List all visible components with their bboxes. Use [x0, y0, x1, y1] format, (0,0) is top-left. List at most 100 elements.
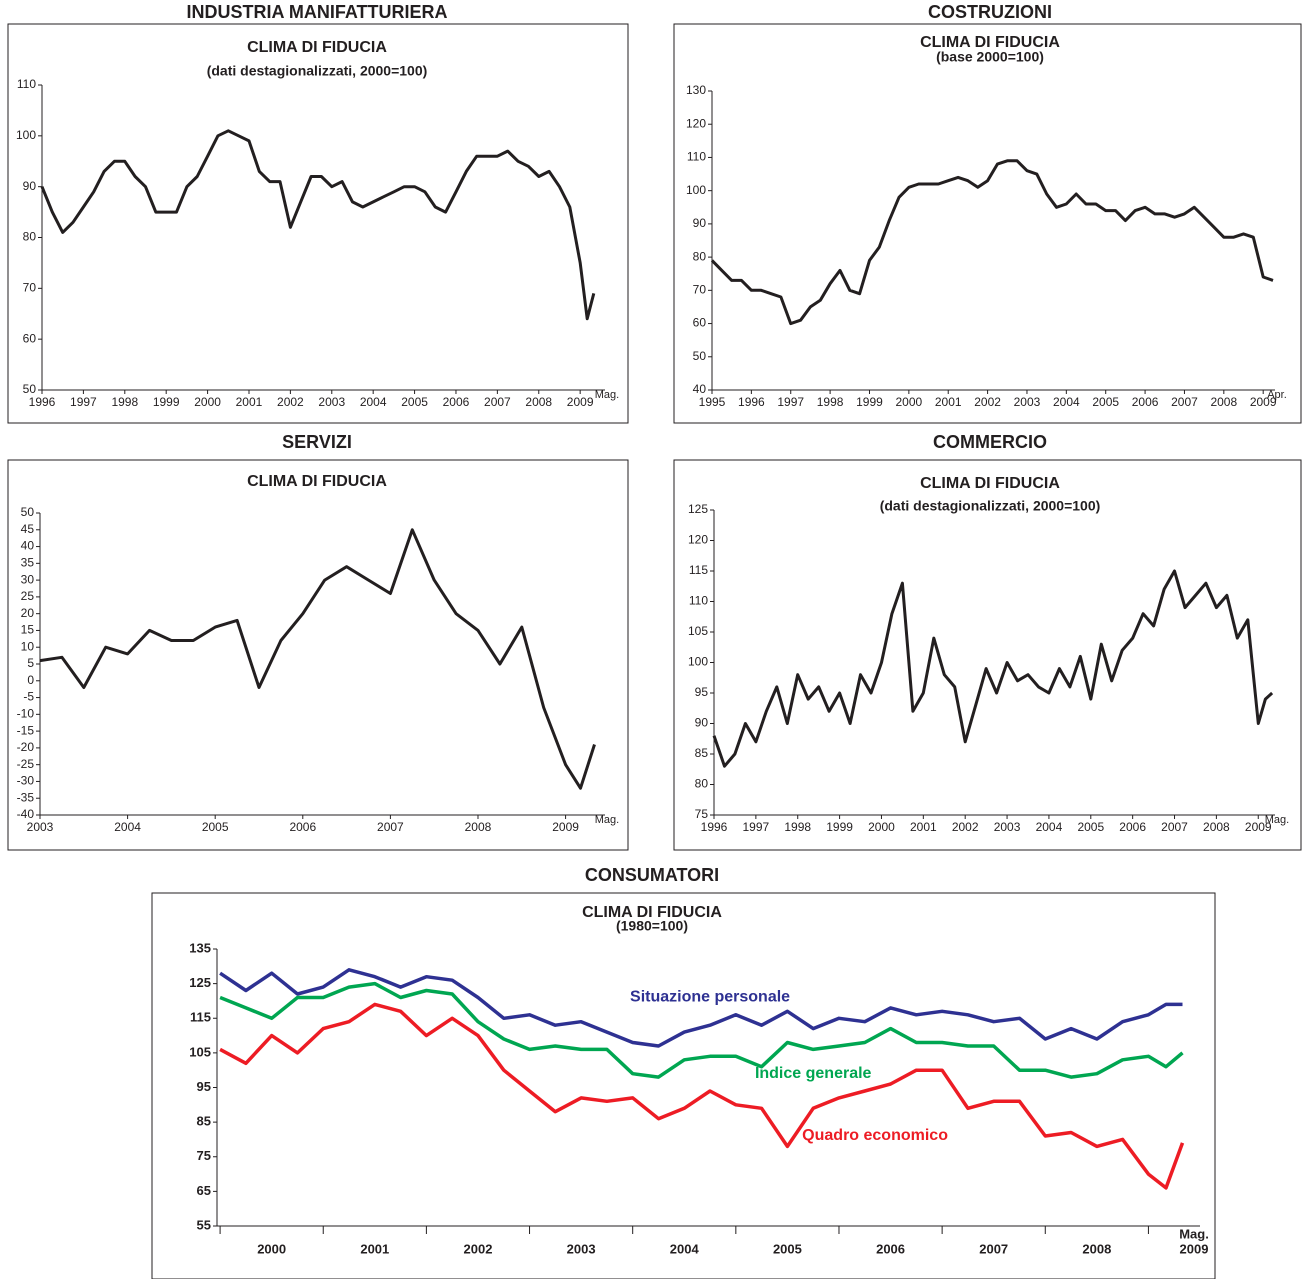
- y-tick-label: 80: [695, 777, 709, 791]
- x-tick-label: 2002: [974, 395, 1001, 409]
- y-tick-label: 90: [23, 179, 37, 193]
- y-tick-label: 0: [27, 673, 34, 687]
- x-tick-label: 1998: [817, 395, 844, 409]
- y-tick-label: 130: [686, 83, 706, 97]
- y-tick-label: 50: [21, 505, 35, 519]
- series-line: [39, 528, 596, 790]
- x-tick-label: 2007: [1171, 395, 1198, 409]
- y-tick-label: -30: [17, 774, 35, 788]
- chart-frame: [151, 892, 1216, 1279]
- x-tick-label: 2009: [567, 395, 594, 409]
- y-tick-label: -20: [17, 740, 35, 754]
- chart-frame: [673, 459, 1302, 851]
- y-tick-label: 85: [695, 746, 709, 760]
- y-tick-label: 60: [23, 331, 37, 345]
- x-tick-label: 2006: [289, 820, 316, 834]
- y-tick-label: 125: [688, 502, 708, 516]
- y-tick-label: 105: [688, 624, 708, 638]
- x-tick-label: 2001: [935, 395, 962, 409]
- x-tick-label: 2009: [1245, 820, 1272, 834]
- x-tick-label: 2007: [979, 1241, 1008, 1256]
- x-tick-label: 2001: [910, 820, 937, 834]
- y-tick-label: 110: [17, 77, 36, 91]
- y-tick-label: -35: [17, 790, 35, 804]
- y-tick-label: 105: [189, 1044, 211, 1059]
- chart-frame: [7, 23, 629, 424]
- x-tick-label: 2000: [896, 395, 923, 409]
- x-tick-label: 2003: [567, 1241, 596, 1256]
- x-tick-label: 2007: [484, 395, 511, 409]
- x-tick-label: 2009: [1250, 395, 1277, 409]
- chart-heading: COMMERCIO: [933, 432, 1047, 452]
- y-tick-label: 70: [693, 283, 707, 297]
- x-tick-label: 2008: [525, 395, 552, 409]
- y-tick-label: -15: [17, 723, 35, 737]
- x-tick-label: 2004: [670, 1241, 700, 1256]
- y-tick-label: 120: [688, 533, 708, 547]
- x-tick-label: 1998: [784, 820, 811, 834]
- x-tick-label: 2009: [1180, 1241, 1209, 1256]
- x-tick-label: 1999: [856, 395, 883, 409]
- series-line: [219, 981, 1184, 1079]
- chart-heading: CONSUMATORI: [585, 865, 719, 885]
- y-tick-label: 45: [21, 522, 35, 536]
- chart-title: CLIMA DI FIDUCIA: [920, 34, 1060, 51]
- chart-title: CLIMA DI FIDUCIA: [247, 39, 387, 56]
- x-tick-label: 2008: [1203, 820, 1230, 834]
- y-tick-label: 40: [21, 539, 35, 553]
- chart-title: CLIMA DI FIDUCIA: [247, 473, 387, 490]
- y-tick-label: 50: [23, 382, 37, 396]
- y-tick-label: 95: [197, 1079, 211, 1094]
- y-tick-label: 115: [689, 563, 708, 577]
- y-tick-label: 55: [197, 1217, 211, 1232]
- series-label: Indice generale: [755, 1065, 872, 1082]
- x-tick-label: 2004: [1053, 395, 1080, 409]
- y-tick-label: 125: [189, 975, 211, 990]
- chart-frame: [7, 459, 629, 851]
- y-tick-label: 90: [695, 716, 709, 730]
- y-tick-label: 100: [686, 183, 706, 197]
- y-tick-label: 75: [695, 807, 709, 821]
- y-tick-label: 50: [693, 349, 707, 363]
- x-tick-label: 1995: [699, 395, 726, 409]
- x-tick-label: 1999: [153, 395, 180, 409]
- x-tick-label: 1999: [826, 820, 853, 834]
- x-tick-label: 2004: [114, 820, 141, 834]
- y-tick-label: 70: [23, 281, 37, 295]
- x-tick-label: 2005: [202, 820, 229, 834]
- x-tick-label: 2005: [1077, 820, 1104, 834]
- y-tick-label: -40: [17, 807, 35, 821]
- x-tick-label: 1997: [777, 395, 804, 409]
- x-tick-label: 2003: [1014, 395, 1041, 409]
- x-tick-label: 2001: [360, 1241, 389, 1256]
- x-tick-label: 1997: [70, 395, 97, 409]
- chart-title: CLIMA DI FIDUCIA: [920, 475, 1060, 492]
- chart-heading: COSTRUZIONI: [928, 2, 1052, 22]
- y-tick-label: 95: [695, 685, 709, 699]
- x-tick-label: 2008: [465, 820, 492, 834]
- y-tick-label: 15: [21, 623, 35, 637]
- series-line: [219, 1002, 1185, 1190]
- y-tick-label: 80: [23, 230, 37, 244]
- x-tick-label: 2008: [1210, 395, 1237, 409]
- y-tick-label: 5: [27, 656, 34, 670]
- x-tick-label: 1996: [738, 395, 765, 409]
- y-tick-label: 100: [16, 128, 36, 142]
- chart-subtitle: (base 2000=100): [936, 49, 1044, 65]
- x-tick-label: 2004: [1036, 820, 1063, 834]
- chart-title: CLIMA DI FIDUCIA: [582, 904, 722, 921]
- y-tick-label: 110: [689, 594, 708, 608]
- y-tick-label: 10: [21, 639, 35, 653]
- x-tick-label: 2001: [236, 395, 263, 409]
- x-tick-label: 2000: [868, 820, 895, 834]
- x-end-label: Mag.: [595, 814, 619, 826]
- x-tick-label: 2003: [318, 395, 345, 409]
- y-tick-label: -10: [17, 707, 35, 721]
- y-tick-label: 40: [693, 382, 707, 396]
- x-tick-label: 1998: [111, 395, 138, 409]
- chart-subtitle: (1980=100): [616, 918, 688, 934]
- y-tick-label: -5: [23, 690, 34, 704]
- series-line: [40, 129, 596, 321]
- series-line: [219, 968, 1183, 1048]
